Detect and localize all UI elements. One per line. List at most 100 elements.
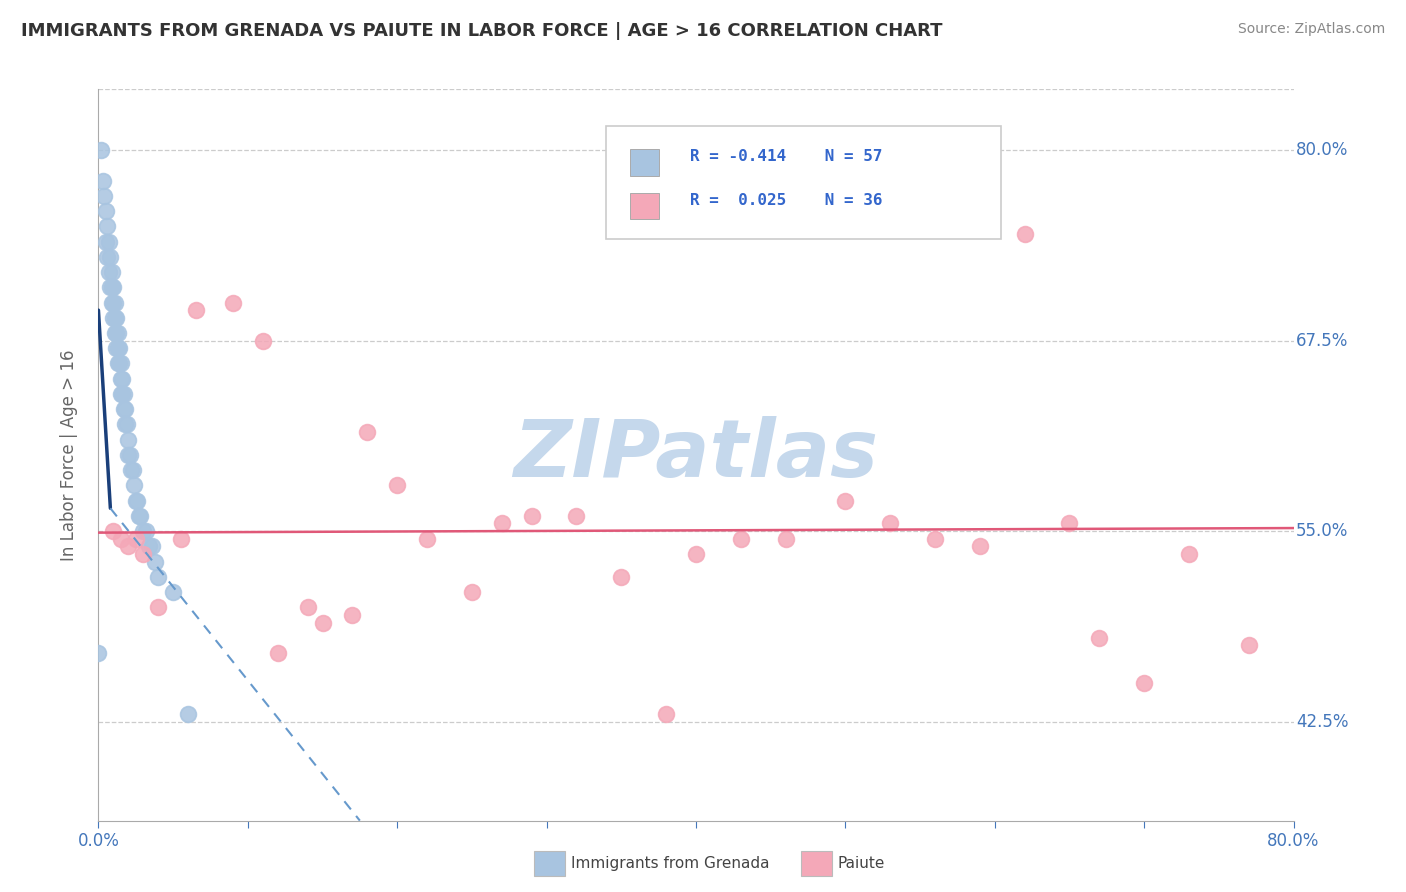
Text: R =  0.025    N = 36: R = 0.025 N = 36 — [690, 193, 883, 208]
Point — [97, 265, 120, 279]
Point — [105, 341, 128, 355]
FancyBboxPatch shape — [606, 126, 1001, 239]
Point — [1133, 676, 1156, 690]
Point — [94, 235, 117, 249]
Point — [103, 524, 125, 538]
Point — [124, 478, 146, 492]
Point — [252, 334, 274, 348]
Point — [879, 516, 901, 531]
Point — [129, 508, 152, 523]
Point — [93, 189, 115, 203]
Point — [114, 402, 136, 417]
Point — [111, 372, 134, 386]
Text: R = -0.414    N = 57: R = -0.414 N = 57 — [690, 149, 883, 164]
Point — [297, 600, 319, 615]
Point — [110, 532, 132, 546]
Point — [1059, 516, 1081, 531]
Text: Paiute: Paiute — [838, 856, 886, 871]
Point — [685, 547, 707, 561]
Point — [115, 417, 138, 432]
Point — [90, 143, 112, 157]
Text: IMMIGRANTS FROM GRENADA VS PAIUTE IN LABOR FORCE | AGE > 16 CORRELATION CHART: IMMIGRANTS FROM GRENADA VS PAIUTE IN LAB… — [21, 22, 942, 40]
Point — [101, 265, 124, 279]
Point — [112, 402, 135, 417]
Point — [121, 463, 143, 477]
Point — [565, 508, 588, 523]
Point — [969, 539, 991, 553]
Text: 67.5%: 67.5% — [1296, 332, 1348, 350]
Point — [132, 547, 155, 561]
Text: Source: ZipAtlas.com: Source: ZipAtlas.com — [1237, 22, 1385, 37]
Point — [104, 295, 127, 310]
Point — [1237, 639, 1260, 653]
Point — [111, 387, 134, 401]
Point — [96, 219, 118, 234]
Y-axis label: In Labor Force | Age > 16: In Labor Force | Age > 16 — [59, 349, 77, 561]
Point — [184, 303, 207, 318]
Point — [775, 532, 797, 546]
Point — [101, 280, 124, 294]
Point — [103, 280, 125, 294]
Point — [125, 493, 148, 508]
Point — [101, 295, 124, 310]
Point — [461, 585, 484, 599]
Point — [342, 607, 364, 622]
Point — [94, 204, 117, 219]
Point — [127, 493, 149, 508]
Point — [112, 387, 135, 401]
Point — [385, 478, 409, 492]
Point — [104, 326, 127, 340]
Point — [104, 310, 127, 325]
Point — [162, 585, 184, 599]
Point — [141, 539, 163, 553]
Point — [105, 326, 128, 340]
Point — [138, 539, 160, 553]
Point — [103, 295, 125, 310]
Point — [107, 326, 129, 340]
Point — [148, 600, 170, 615]
Point — [177, 706, 200, 721]
Point — [107, 356, 129, 370]
Point — [148, 570, 170, 584]
Point — [110, 372, 132, 386]
Point — [110, 387, 132, 401]
Point — [491, 516, 513, 531]
Point — [1088, 631, 1111, 645]
Point — [834, 493, 856, 508]
Point — [222, 295, 245, 310]
Point — [108, 341, 131, 355]
Point — [169, 532, 191, 546]
Point — [135, 524, 157, 538]
Point — [110, 356, 132, 370]
Point — [267, 646, 290, 660]
Point — [107, 341, 129, 355]
Point — [1014, 227, 1036, 241]
Point — [117, 448, 139, 462]
Point — [108, 356, 131, 370]
Point — [128, 508, 150, 523]
Point — [87, 646, 110, 660]
Point — [118, 448, 141, 462]
Point — [98, 280, 122, 294]
Point — [655, 706, 678, 721]
Point — [98, 250, 122, 264]
FancyBboxPatch shape — [630, 193, 659, 219]
Point — [103, 310, 125, 325]
Text: Immigrants from Grenada: Immigrants from Grenada — [571, 856, 769, 871]
Text: ZIPatlas: ZIPatlas — [513, 416, 879, 494]
FancyBboxPatch shape — [630, 149, 659, 176]
Point — [520, 508, 543, 523]
Point — [105, 310, 128, 325]
Point — [416, 532, 439, 546]
Point — [143, 555, 166, 569]
Point — [91, 173, 114, 188]
Point — [96, 250, 118, 264]
Point — [924, 532, 946, 546]
Point — [125, 532, 148, 546]
Point — [117, 433, 139, 447]
Text: 42.5%: 42.5% — [1296, 713, 1348, 731]
Point — [730, 532, 752, 546]
Point — [114, 417, 136, 432]
Text: 55.0%: 55.0% — [1296, 522, 1348, 541]
Point — [1178, 547, 1201, 561]
